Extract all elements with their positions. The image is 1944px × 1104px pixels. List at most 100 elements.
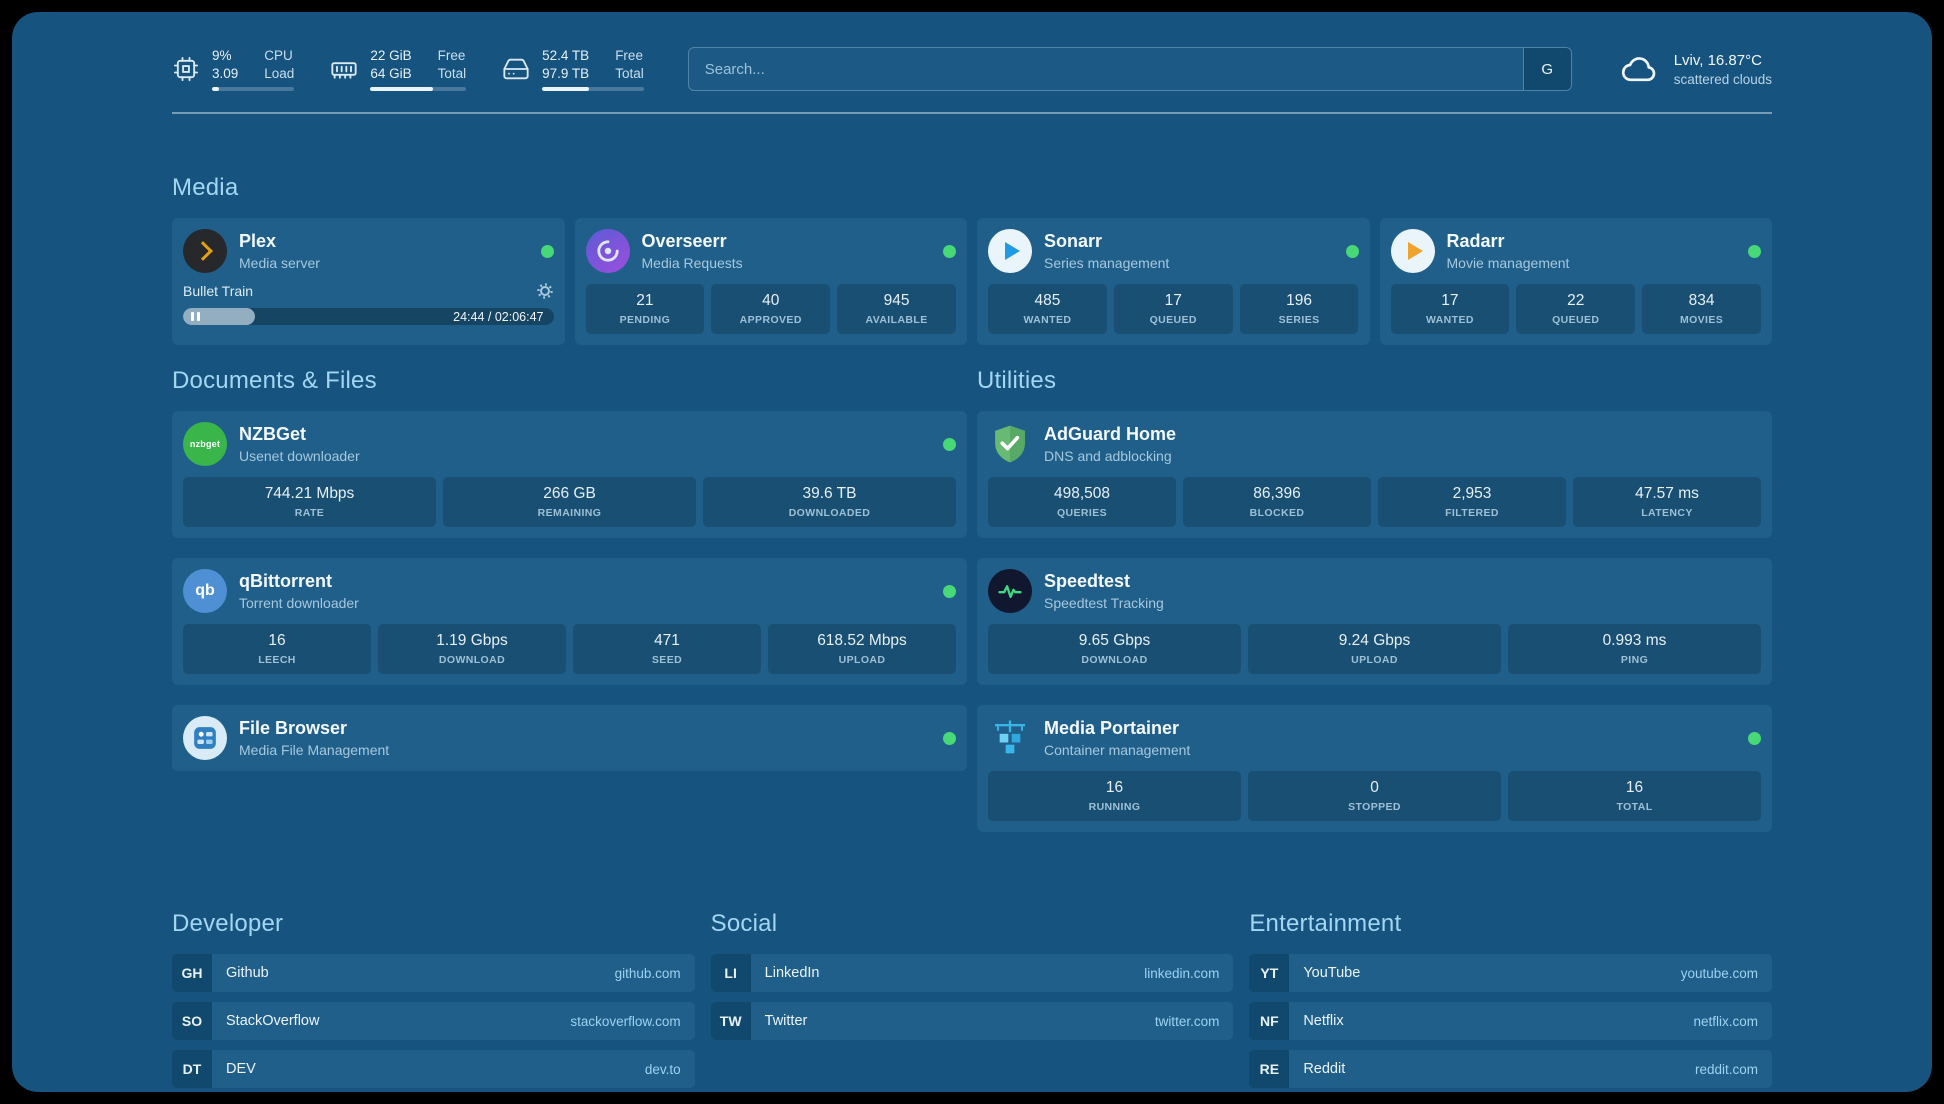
stat-tile: 498,508 QUERIES	[988, 477, 1176, 527]
bookmark-domain: youtube.com	[1680, 965, 1758, 981]
dashboard: 9% 3.09 CPU Load	[12, 12, 1932, 1092]
stat-tile: 16 TOTAL	[1508, 771, 1761, 821]
search-provider-button[interactable]: G	[1522, 48, 1571, 90]
service-link-plex[interactable]: Plex Media server	[183, 229, 554, 273]
service-card-nzbget[interactable]: nzbget NZBGet Usenet downloader 744.21 M…	[172, 411, 967, 538]
service-link-portainer[interactable]: Media Portainer Container management	[988, 716, 1761, 760]
service-card-adguard[interactable]: AdGuard Home DNS and adblocking 498,508 …	[977, 411, 1772, 538]
bookmark-name: Netflix	[1303, 1013, 1344, 1029]
cpu-usage-value: 9%	[212, 47, 232, 63]
service-link-speedtest[interactable]: Speedtest Speedtest Tracking	[988, 569, 1761, 613]
service-card-qbittorrent[interactable]: qb qBittorrent Torrent downloader 16 LEE…	[172, 558, 967, 685]
cpu-usage-bar	[212, 87, 295, 92]
stat-tiles: 17 WANTED 22 QUEUED 834 MOVIES	[1390, 284, 1762, 334]
service-link-overseerr[interactable]: Overseerr Media Requests	[585, 229, 956, 273]
service-name: Radarr	[1446, 231, 1505, 252]
service-link-adguard[interactable]: AdGuard Home DNS and adblocking	[988, 422, 1761, 466]
stat-tile: 17 QUEUED	[1113, 284, 1233, 334]
stat-tile: 1.19 Gbps DOWNLOAD	[378, 624, 566, 674]
service-card-plex[interactable]: Plex Media server Bullet Train 24:44 / 0…	[172, 218, 565, 345]
bookmark-domain: dev.to	[644, 1061, 681, 1077]
stat-tile: 47.57 ms LATENCY	[1573, 477, 1761, 527]
playback-progress-bar[interactable]: 24:44 / 02:06:47	[183, 308, 554, 325]
service-name: Sonarr	[1044, 231, 1103, 252]
stat-tile: 834 MOVIES	[1642, 284, 1761, 334]
stat-tile: 471 SEED	[573, 624, 761, 674]
stat-tiles: 16 LEECH 1.19 Gbps DOWNLOAD 471 SEED 618…	[183, 624, 956, 674]
service-subtitle: Container management	[1044, 741, 1191, 758]
ram-free-label: Free	[437, 47, 466, 63]
bookmark-name: LinkedIn	[764, 965, 820, 981]
bookmark-name: StackOverflow	[226, 1013, 320, 1029]
bookmark-github[interactable]: GH Github github.com	[172, 954, 695, 992]
radarr-icon	[1390, 229, 1435, 273]
service-card-speedtest[interactable]: Speedtest Speedtest Tracking 9.65 Gbps D…	[977, 558, 1772, 685]
stat-tile: 39.6 TB DOWNLOADED	[703, 477, 956, 527]
bookmark-linkedin[interactable]: LI LinkedIn linkedin.com	[710, 954, 1234, 992]
stat-tile: 744.21 Mbps RATE	[183, 477, 436, 527]
pause-icon[interactable]	[191, 312, 200, 321]
overseerr-icon	[585, 229, 630, 273]
documents-column: Documents & Files nzbget NZBGet Usenet d…	[172, 345, 967, 852]
stat-tile: 0.993 ms PING	[1508, 624, 1761, 674]
bookmark-domain: stackoverflow.com	[570, 1013, 681, 1029]
service-subtitle: Movie management	[1446, 254, 1570, 271]
section-title-media: Media	[172, 174, 239, 201]
ram-total-value: 64 GiB	[370, 65, 412, 81]
service-link-sonarr[interactable]: Sonarr Series management	[988, 229, 1359, 273]
status-dot	[1748, 731, 1761, 745]
service-link-filebrowser[interactable]: File Browser Media File Management	[183, 716, 956, 760]
service-card-radarr[interactable]: Radarr Movie management 17 WANTED 22 QUE…	[1379, 218, 1772, 345]
service-name: File Browser	[239, 718, 348, 739]
stat-tile: 40 APPROVED	[711, 284, 831, 334]
service-card-sonarr[interactable]: Sonarr Series management 485 WANTED 17 Q…	[977, 218, 1370, 345]
bookmark-stackoverflow[interactable]: SO StackOverflow stackoverflow.com	[172, 1002, 695, 1040]
qbittorrent-icon: qb	[183, 569, 227, 613]
stat-tiles: 485 WANTED 17 QUEUED 196 SERIES	[988, 284, 1359, 334]
service-link-qbittorrent[interactable]: qb qBittorrent Torrent downloader	[183, 569, 956, 613]
stat-tile: 22 QUEUED	[1516, 284, 1636, 334]
cpu-label: CPU	[264, 47, 293, 63]
service-card-overseerr[interactable]: Overseerr Media Requests 21 PENDING 40 A…	[574, 218, 967, 345]
bookmark-abbr-icon: RE	[1249, 1050, 1290, 1088]
cpu-icon	[172, 55, 200, 83]
service-card-filebrowser[interactable]: File Browser Media File Management	[172, 705, 967, 771]
status-dot	[540, 244, 554, 258]
stat-tile: 196 SERIES	[1239, 284, 1359, 334]
section-title-utilities: Utilities	[977, 367, 1057, 394]
disk-usage-bar	[542, 87, 644, 92]
now-playing-row: Bullet Train	[183, 282, 554, 300]
stat-tile: 2,953 FILTERED	[1378, 477, 1566, 527]
stat-tile: 16 RUNNING	[988, 771, 1241, 821]
stat-tile: 945 AVAILABLE	[837, 284, 956, 334]
bookmark-twitter[interactable]: TW Twitter twitter.com	[710, 1002, 1234, 1040]
bookmark-abbr-icon: SO	[172, 1002, 212, 1040]
status-dot	[943, 244, 956, 258]
bookmark-abbr-icon: TW	[710, 1002, 751, 1040]
service-link-nzbget[interactable]: nzbget NZBGet Usenet downloader	[183, 422, 956, 466]
stat-tiles: 21 PENDING 40 APPROVED 945 AVAILABLE	[585, 284, 957, 334]
bookmark-group-entertainment: Entertainment YT YouTube youtube.com NF …	[1249, 910, 1772, 1092]
bookmark-netflix[interactable]: NF Netflix netflix.com	[1249, 1002, 1772, 1040]
bookmark-reddit[interactable]: RE Reddit reddit.com	[1249, 1050, 1772, 1088]
service-subtitle: Usenet downloader	[239, 447, 360, 464]
now-playing-title: Bullet Train	[183, 283, 254, 299]
service-link-radarr[interactable]: Radarr Movie management	[1390, 229, 1761, 273]
section-title-social: Social	[710, 910, 778, 937]
top-bar: 9% 3.09 CPU Load	[172, 44, 1772, 94]
search-input[interactable]	[687, 47, 1572, 91]
stat-tiles: 16 RUNNING 0 STOPPED 16 TOTAL	[988, 771, 1761, 821]
service-name: Speedtest	[1044, 571, 1131, 592]
gear-icon[interactable]	[536, 282, 554, 300]
stat-tile: 0 STOPPED	[1248, 771, 1501, 821]
ram-total-label: Total	[437, 65, 467, 81]
bookmark-dev[interactable]: DT DEV dev.to	[172, 1050, 695, 1088]
stat-tiles: 744.21 Mbps RATE 266 GB REMAINING 39.6 T…	[183, 477, 956, 527]
resource-widgets: 9% 3.09 CPU Load	[172, 47, 644, 92]
service-card-portainer[interactable]: Media Portainer Container management 16 …	[977, 705, 1772, 832]
bookmark-name: Github	[226, 965, 269, 981]
cpu-usage-bar-fill	[212, 87, 220, 92]
nzbget-icon: nzbget	[183, 422, 227, 466]
section-title-developer: Developer	[172, 910, 284, 937]
bookmark-youtube[interactable]: YT YouTube youtube.com	[1249, 954, 1772, 992]
